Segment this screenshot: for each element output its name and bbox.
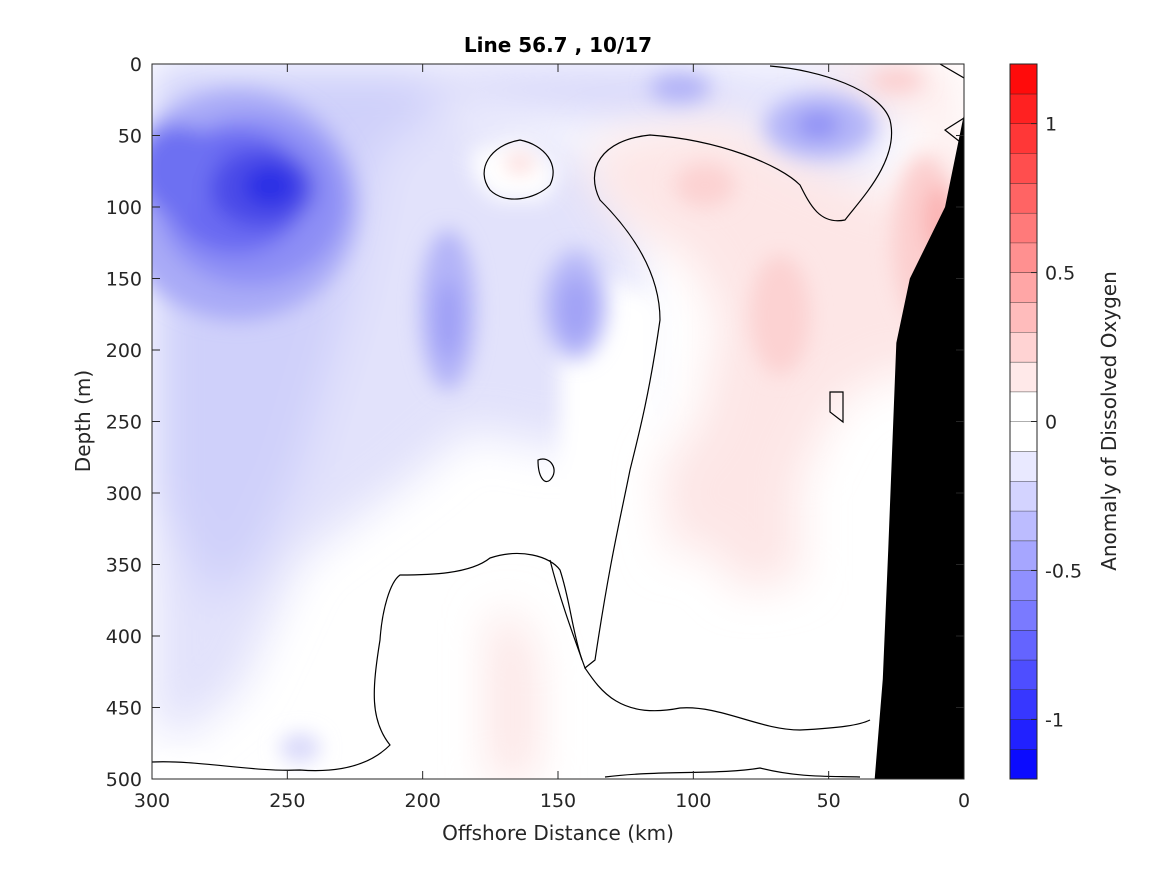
- zero-contour-small-loop: [829, 391, 844, 424]
- zero-contours: [152, 64, 964, 778]
- colorbar-tick-label: -1: [1045, 709, 1064, 731]
- zero-contour-deep: [152, 552, 583, 772]
- colorbar-segment: [1010, 749, 1037, 779]
- colorbar-segment: [1010, 212, 1037, 243]
- colorbar-segment: [1010, 93, 1037, 124]
- y-tick-label: 200: [106, 340, 142, 362]
- field-near-zero: [152, 140, 660, 779]
- colorbar-segment: [1010, 481, 1037, 511]
- colorbar-segment: [1010, 153, 1037, 184]
- y-tick-label: 0: [130, 54, 142, 76]
- colorbar-segment: [1010, 361, 1037, 392]
- colorbar-segment: [1010, 391, 1037, 422]
- x-tick-label: 150: [540, 790, 576, 812]
- zero-contour-coast-2: [943, 117, 964, 146]
- field-low-cores: [152, 74, 875, 762]
- colorbar-segment: [1010, 64, 1037, 94]
- x-axis: 300 250 200 150 100 50 0: [134, 64, 970, 812]
- y-tick-label: 300: [106, 483, 142, 505]
- y-tick-label: 500: [106, 769, 142, 791]
- y-axis: 0 50 100 150 200 250 300 350 400 450 500: [106, 54, 964, 791]
- colorbar-segment: [1010, 272, 1037, 303]
- zero-contour-mid-loop: [537, 458, 555, 483]
- colorbar-segment: [1010, 332, 1037, 362]
- x-tick-label: 200: [405, 790, 441, 812]
- x-axis-label: Offshore Distance (km): [442, 821, 674, 845]
- y-axis-label: Depth (m): [71, 370, 95, 472]
- plot-area: [152, 64, 964, 779]
- y-tick-label: 450: [106, 698, 142, 720]
- colorbar-segment: [1010, 302, 1037, 333]
- colorbar-label: Anomaly of Dissolved Oxygen: [1097, 271, 1121, 571]
- y-tick-label: 400: [106, 626, 142, 648]
- colorbar-tick-label: 0: [1045, 412, 1057, 434]
- colorbar-segment: [1010, 600, 1037, 631]
- colorbar-segment: [1010, 689, 1037, 720]
- field-high-cores: [506, 70, 957, 375]
- colorbar-tick-label: 0.5: [1045, 263, 1075, 285]
- colorbar-segment: [1010, 421, 1037, 452]
- colorbar-segment: [1010, 719, 1037, 750]
- x-tick-label: 300: [134, 790, 170, 812]
- bathymetry-landmass: [874, 114, 964, 779]
- zero-contour-bottom-2: [604, 767, 861, 778]
- colorbar-segment: [1010, 510, 1037, 541]
- x-tick-label: 250: [269, 790, 305, 812]
- colorbar-segment: [1010, 451, 1037, 482]
- y-tick-label: 350: [106, 555, 142, 577]
- x-tick-label: 100: [675, 790, 711, 812]
- colorbar-segment: [1010, 630, 1037, 660]
- colorbar-segment: [1010, 570, 1037, 601]
- colorbar-segment: [1010, 659, 1037, 690]
- colorbar-segment: [1010, 540, 1037, 571]
- x-tick-label: 0: [958, 790, 970, 812]
- y-tick-label: 250: [106, 412, 142, 434]
- chart-title: Line 56.7 , 10/17: [464, 33, 652, 57]
- x-tick-label: 50: [817, 790, 841, 812]
- colorbar-segment: [1010, 242, 1037, 273]
- zero-contour-coast: [939, 64, 964, 79]
- colorbar-tick-label: -0.5: [1045, 560, 1082, 582]
- colorbar: [1010, 63, 1037, 779]
- colorbar-ticks: 1 0.5 0 -0.5 -1: [1031, 114, 1082, 731]
- colorbar-segment: [1010, 123, 1037, 154]
- y-tick-label: 150: [106, 269, 142, 291]
- colorbar-tick-label: 1: [1045, 114, 1057, 136]
- zero-contour-bottom: [584, 667, 871, 731]
- colorbar-segment: [1010, 183, 1037, 213]
- y-tick-label: 100: [106, 197, 142, 219]
- zero-contour-loop: [483, 139, 554, 200]
- zero-contour-nearshore: [549, 65, 893, 669]
- y-tick-label: 50: [118, 126, 142, 148]
